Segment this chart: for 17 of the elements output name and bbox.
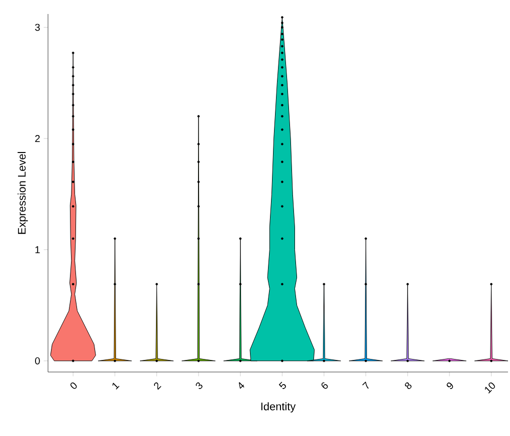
x-tick-label: 0 — [70, 382, 77, 389]
x-tick-label: 4 — [238, 382, 244, 389]
x-axis-title: Identity — [261, 402, 296, 412]
y-tick-label: 3 — [35, 24, 40, 31]
x-tick-label: 1 — [112, 382, 120, 390]
x-tick-label: 9 — [446, 382, 454, 389]
y-axis-title: Expression Level — [18, 152, 28, 234]
y-tick-label: 0 — [35, 357, 40, 364]
x-tick-label: 10 — [484, 382, 495, 394]
x-tick-label: 3 — [196, 382, 202, 390]
y-tick-label: 2 — [35, 135, 40, 142]
x-tick-label: 6 — [322, 382, 328, 389]
x-tick-label: 7 — [362, 382, 369, 389]
x-tick-label: 5 — [278, 382, 286, 389]
x-tick-label: 2 — [154, 382, 162, 390]
x-tick-label: 8 — [404, 382, 412, 390]
y-tick-label: 1 — [35, 246, 40, 254]
